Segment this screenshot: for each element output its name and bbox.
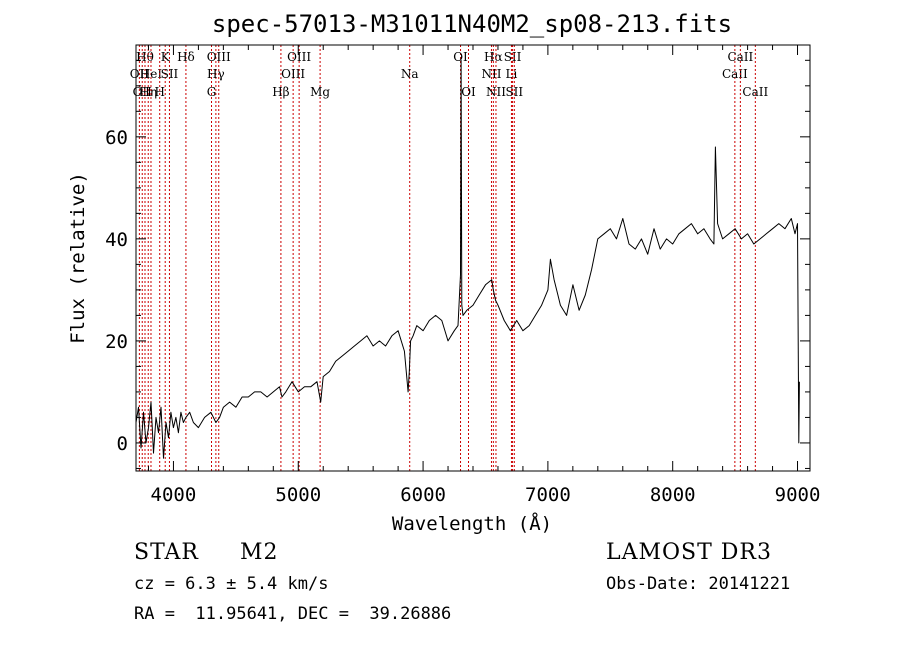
y-tick-label: 20 [105,331,128,353]
line-marker-label: Hα [484,50,503,64]
x-axis-ticks: 4000 5000 6000 7000 8000 9000 [147,45,821,506]
plot-frame [135,44,811,472]
line-marker-label: SII [505,85,523,99]
line-marker-label: Na [401,67,419,81]
x-tick-label: 6000 [400,484,446,506]
line-marker-label: OIII [207,50,231,64]
line-marker-label: H [154,85,164,99]
y-axis-label: Flux (relative) [67,172,89,344]
x-tick-label: 4000 [151,484,197,506]
line-marker-label: NII [481,67,501,81]
line-marker-label: Li [506,67,518,81]
line-marker-label: Hγ [207,67,225,81]
line-marker-label: OI [453,50,468,64]
survey-name: LAMOST DR3 [606,540,772,565]
line-marker-label: Hη [139,85,157,99]
line-marker-label: Hδ [177,50,195,64]
line-marker-label: OIII [281,67,305,81]
line-marker-label: SII [504,50,522,64]
line-marker-label: CaII [722,67,748,81]
object-class: STAR [134,540,199,565]
line-markers: OIIOIIHθHηHeIHKSIIHδGHγOIIIHβOIIIOIIIMgN… [130,45,768,471]
x-tick-label: 7000 [525,484,571,506]
y-axis-ticks: 0 20 40 60 [105,59,810,469]
x-tick-label: 9000 [775,484,821,506]
spectrum-line-flux [135,59,800,459]
line-marker-label: G [207,85,217,99]
line-marker-label: OIII [287,50,311,64]
x-tick-label: 5000 [275,484,321,506]
line-marker-label: SII [161,67,179,81]
x-tick-label: 8000 [650,484,696,506]
chart-title: spec-57013-M31011N40M2_sp08-213.fits [212,10,732,38]
spectrum-series [135,59,800,459]
line-marker-label: Mg [310,85,330,99]
y-tick-label: 60 [105,127,128,149]
line-marker-label: OII [133,85,153,99]
line-marker-label: CaII [727,50,753,64]
line-marker-label: OII [130,67,150,81]
line-marker-label: NII [486,85,506,99]
observation-date: Obs-Date: 20141221 [606,574,791,594]
line-marker-label: K [161,50,171,64]
redshift-info: cz = 6.3 ± 5.4 km/s [134,574,329,594]
object-subclass: M2 [240,540,279,565]
line-marker-label: Hβ [272,85,289,99]
line-marker-label: CaII [742,85,768,99]
line-marker-label: HeI [140,67,163,81]
x-axis-label: Wavelength (Å) [392,512,552,535]
line-marker-label: OI [461,85,476,99]
y-tick-label: 0 [117,433,128,455]
y-tick-label: 40 [105,229,128,251]
coordinates: RA = 11.95641, DEC = 39.26886 [134,604,452,624]
